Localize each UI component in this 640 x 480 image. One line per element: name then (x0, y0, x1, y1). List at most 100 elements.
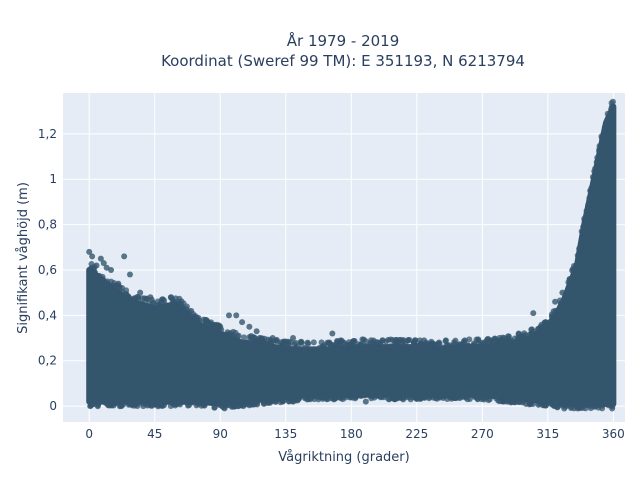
scatter-point (297, 349, 304, 356)
scatter-point (104, 278, 111, 285)
scatter-point (285, 394, 292, 401)
scatter-point (172, 402, 179, 409)
scatter-point (589, 174, 596, 181)
scatter-point (123, 296, 130, 303)
scatter-point (283, 348, 290, 355)
scatter-point (596, 143, 603, 150)
scatter-point (593, 159, 600, 166)
scatter-point (260, 400, 267, 407)
scatter-point (512, 342, 519, 349)
scatter-point (368, 395, 375, 402)
scatter-point (241, 334, 248, 341)
scatter-point (362, 398, 369, 405)
scatter-point (306, 347, 313, 354)
scatter-point (137, 289, 144, 296)
scatter-point (591, 207, 598, 214)
scatter-point (571, 266, 578, 273)
scatter-point (493, 337, 500, 344)
scatter-point (164, 397, 171, 404)
y-axis-title: Signifikant våghöjd (m) (16, 182, 31, 334)
scatter-point (348, 341, 355, 348)
scatter-point (556, 400, 563, 407)
data-points (86, 98, 617, 412)
scatter-point (134, 300, 141, 307)
scatter-point (527, 400, 534, 407)
y-tick-label-5: 1 (49, 172, 57, 186)
scatter-point (276, 394, 283, 401)
scatter-point (499, 397, 506, 404)
y-tick-label-0: 0 (49, 399, 57, 413)
scatter-point (484, 336, 491, 343)
scatter-point (121, 253, 128, 260)
scatter-point (574, 252, 581, 259)
scatter-point (555, 307, 562, 314)
scatter-point (375, 390, 382, 397)
scatter-point (298, 338, 305, 345)
scatter-point (608, 103, 615, 110)
scatter-point (361, 342, 368, 349)
scatter-point (385, 395, 392, 402)
scatter-point (483, 391, 490, 398)
scatter-point (595, 164, 602, 171)
scatter-point (566, 276, 573, 283)
scatter-point (326, 340, 333, 347)
x-axis-ticks: 0 45 90 135 180 225 270 315 360 (85, 427, 624, 441)
scatter-point (390, 389, 397, 396)
scatter-point (519, 393, 526, 400)
scatter-point (332, 389, 339, 396)
scatter-point (233, 339, 240, 346)
scatter-point (320, 346, 327, 353)
scatter-point (380, 344, 387, 351)
scatter-point (278, 339, 285, 346)
scatter-point (90, 400, 97, 407)
scatter-point (257, 343, 264, 350)
scatter-point (265, 336, 272, 343)
scatter-point (456, 390, 463, 397)
scatter-point (421, 394, 428, 401)
y-tick-label-2: 0,4 (38, 308, 57, 322)
scatter-point (561, 402, 568, 409)
scatter-point (355, 341, 362, 348)
scatter-point (147, 294, 154, 301)
scatter-point (372, 345, 379, 352)
scatter-point (334, 337, 341, 344)
scatter-point (367, 339, 374, 346)
scatter-point (204, 399, 211, 406)
scatter-point (342, 390, 349, 397)
scatter-point (141, 303, 148, 310)
scatter-point (89, 253, 96, 260)
scatter-point (290, 398, 297, 405)
scatter-point (108, 266, 115, 273)
scatter-point (239, 319, 246, 326)
scatter-point (587, 187, 594, 194)
scatter-point (347, 393, 354, 400)
scatter-point (515, 330, 522, 337)
scatter-point (565, 287, 572, 294)
scatter-point (519, 335, 526, 342)
scatter-point (440, 395, 447, 402)
chart-title-line-2: Koordinat (Sweref 99 TM): E 351193, N 62… (161, 52, 525, 70)
scatter-point (528, 330, 535, 337)
scatter-point (201, 327, 208, 334)
scatter-point (170, 298, 177, 305)
scatter-point (237, 402, 244, 409)
scatter-point (442, 337, 449, 344)
scatter-point (404, 337, 411, 344)
scatter-point (301, 347, 308, 354)
scatter-point (193, 314, 200, 321)
scatter-point (216, 402, 223, 409)
scatter-point (537, 398, 544, 405)
scatter-point (582, 399, 589, 406)
scatter-point (579, 235, 586, 242)
scatter-point (123, 397, 130, 404)
scatter-point (565, 294, 572, 301)
scatter-point (603, 262, 610, 269)
scatter-point (579, 405, 586, 412)
scatter-point (168, 294, 175, 301)
scatter-point (508, 398, 515, 405)
scatter-point (248, 333, 255, 340)
scatter-point (595, 399, 602, 406)
scatter-point (99, 276, 106, 283)
scatter-point (108, 285, 115, 292)
